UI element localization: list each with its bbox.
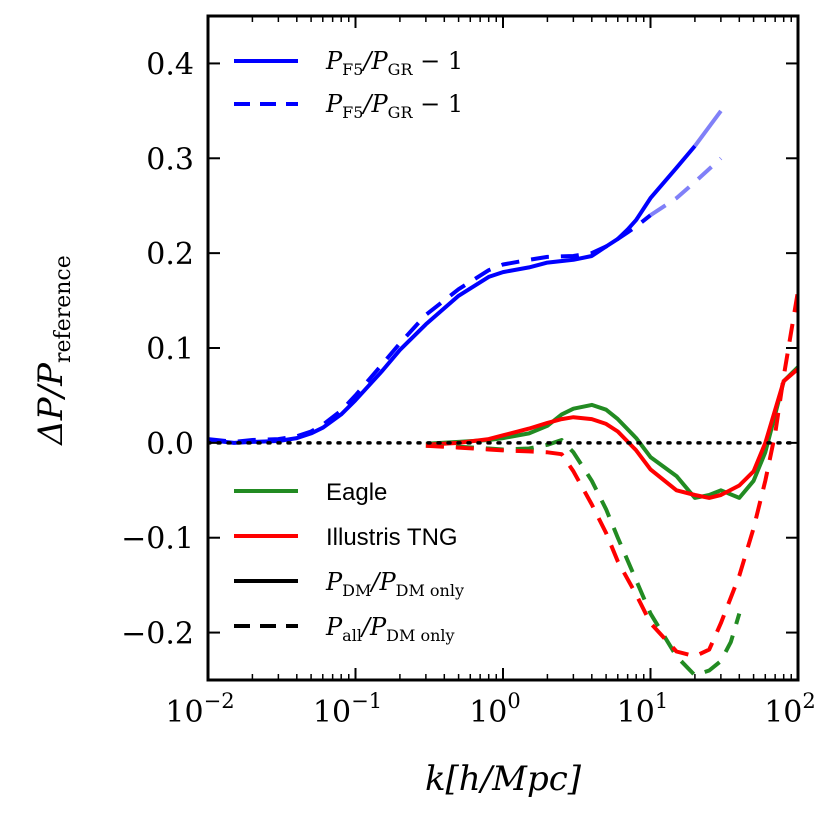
series-layer (208, 109, 798, 678)
x-tick-label: 100 (469, 689, 521, 730)
x-tick-label: 102 (764, 689, 816, 730)
y-tick-label: −0.1 (121, 522, 194, 557)
x-tick-label: 10−1 (313, 689, 382, 730)
tick-layer: 10−2 10−1 100 101 102 0.4 0.3 0.2 0.1 0.0 −0.1 −0.2 (121, 16, 816, 730)
legend-label: PDM/PDM only (325, 568, 464, 600)
legend-label: Illustris TNG (326, 524, 458, 551)
y-tick-label: 0.0 (146, 427, 194, 462)
x-tick-label: 101 (617, 689, 669, 730)
series-line-tng-dm (425, 367, 798, 500)
y-axis-title: ΔP/Preference (31, 255, 76, 447)
legend-layer: PF5/PGR − 1 PF5/PGR − 1 Eagle Illustris TNG… (234, 47, 464, 645)
y-tick-label: 0.4 (146, 47, 194, 82)
y-tick-label: 0.3 (146, 142, 194, 177)
x-axis-title: k[h/Mpc] (425, 759, 582, 799)
x-tick-label: 10−2 (165, 689, 234, 730)
plot-background (208, 16, 798, 680)
legend-label: Eagle (326, 479, 387, 506)
legend-label: Pall/PDM only (325, 613, 455, 645)
series-line-f5-solid-faded (693, 109, 723, 148)
legend-label: PF5/PGR − 1 (325, 90, 463, 122)
legend-label: PF5/PGR − 1 (325, 47, 463, 79)
axis-title-layer: k[h/Mpc] ΔP/Preference (31, 255, 582, 799)
y-tick-label: 0.1 (146, 332, 194, 367)
series-line-tng-all (425, 290, 798, 659)
series-line-f5-dashed-faded (649, 156, 723, 217)
y-tick-label: 0.2 (146, 237, 194, 272)
series-line-eagle-dm (425, 365, 798, 500)
y-tick-label: −0.2 (121, 617, 194, 652)
